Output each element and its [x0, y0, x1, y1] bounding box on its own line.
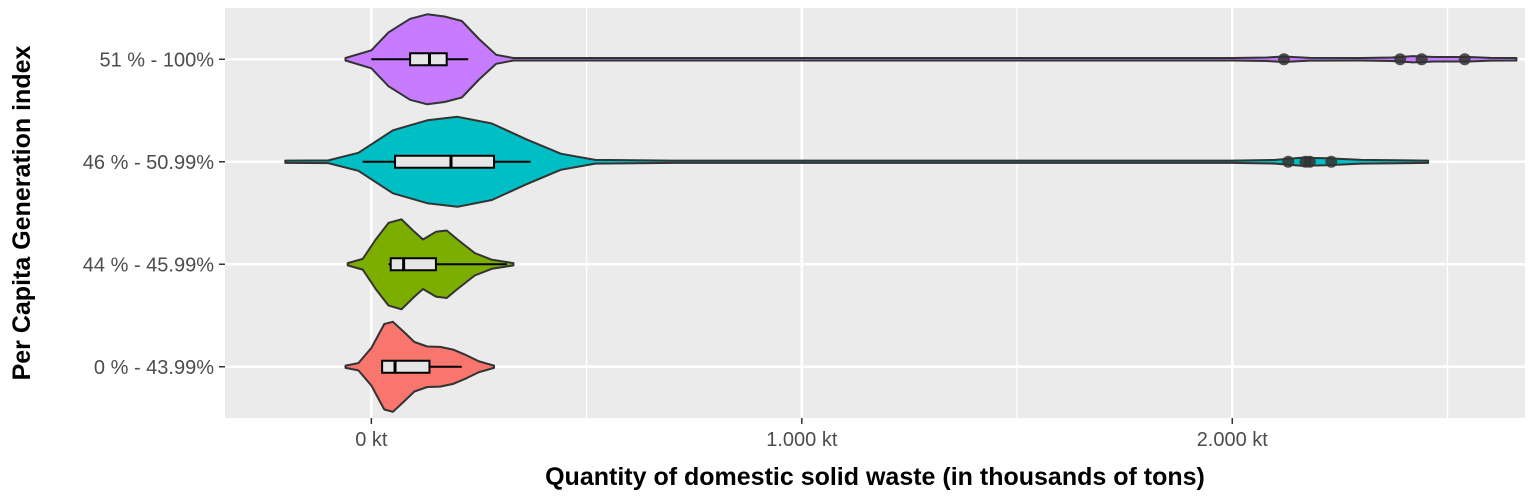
outlier-point [1303, 155, 1316, 168]
outlier-point [1415, 53, 1428, 66]
outlier-point [1282, 155, 1295, 168]
x-tick-label: 0 kt [355, 429, 388, 451]
outlier-point [1458, 53, 1471, 66]
x-axis-title: Quantity of domestic solid waste (in tho… [545, 463, 1205, 491]
violin-shape [344, 13, 1518, 106]
x-tick-label: 1.000 kt [766, 429, 838, 451]
x-tick-label: 2.000 kt [1197, 429, 1269, 451]
boxplot-box [381, 359, 431, 374]
axis-ticks: 0 kt 1.000 kt 2.000 kt 0 % - 43.99% 44 % - 4… [83, 49, 1269, 451]
outlier-point [1325, 155, 1338, 168]
boxplot-box [389, 257, 437, 272]
y-tick-label: 0 % - 43.99% [94, 357, 214, 379]
y-tick-label: 51 % - 100% [99, 49, 214, 71]
y-tick-label: 46 % - 50.99% [83, 152, 214, 174]
y-axis-title: Per Capita Generation index [8, 46, 36, 381]
y-tick-label: 44 % - 45.99% [83, 254, 214, 276]
outlier-point [1277, 53, 1290, 66]
violin-shape [284, 115, 1430, 208]
boxplot-box [394, 154, 496, 169]
violins [284, 13, 1518, 413]
outlier-point [1394, 53, 1407, 66]
